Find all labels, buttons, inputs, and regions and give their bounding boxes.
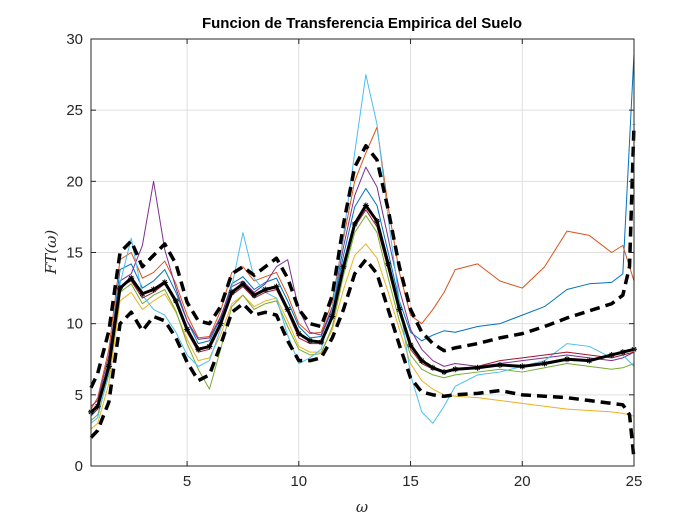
x-tick-label: 20 <box>514 473 531 490</box>
mean-marker <box>217 320 224 327</box>
mean-marker <box>374 218 381 225</box>
ticks: 5 10 15 20 25 0 5 10 15 20 25 30 <box>66 31 642 490</box>
chart-title: Funcion de Transferencia Empirica del Su… <box>202 15 522 32</box>
mean-marker <box>429 364 436 371</box>
mean-marker <box>496 361 503 368</box>
mean-marker <box>619 349 626 356</box>
bounds-layer <box>89 124 636 460</box>
mean-marker <box>195 346 202 353</box>
mean-marker <box>139 290 146 297</box>
mean-marker <box>586 357 593 364</box>
mean-marker <box>351 221 358 228</box>
series-line-2 <box>90 126 635 410</box>
x-tick-label: 15 <box>402 473 419 490</box>
series-line-3 <box>90 243 635 430</box>
y-tick-label: 0 <box>75 458 83 475</box>
mean-marker <box>206 343 213 350</box>
upper-bound-line <box>89 124 636 389</box>
series-line-5 <box>90 214 635 421</box>
y-tick-label: 5 <box>75 387 83 404</box>
mean-marker <box>519 363 526 370</box>
y-axis-label: FT(ω) <box>42 230 60 275</box>
mean-marker <box>150 286 157 293</box>
mean-marker <box>239 280 246 287</box>
mean-marker <box>362 202 369 209</box>
mean-marker <box>251 292 258 299</box>
mean-marker <box>184 326 191 333</box>
mean-marker <box>329 313 336 320</box>
mean-marker <box>318 339 325 346</box>
mean-marker <box>306 337 313 344</box>
y-tick-label: 10 <box>66 316 83 333</box>
lower-bound-line <box>89 257 636 460</box>
series-layer <box>90 53 635 430</box>
mean-marker <box>262 286 269 293</box>
mean-marker <box>474 364 481 371</box>
y-tick-label: 25 <box>66 102 83 119</box>
x-tick-label: 10 <box>290 473 307 490</box>
mean-marker <box>161 279 168 286</box>
mean-layer <box>88 202 637 415</box>
mean-marker <box>441 369 448 376</box>
mean-marker <box>105 363 112 370</box>
x-tick-label: 25 <box>626 473 643 490</box>
mean-marker <box>385 260 392 267</box>
mean-marker <box>228 289 235 296</box>
y-tick-label: 15 <box>66 245 83 262</box>
mean-marker <box>284 306 291 313</box>
x-tick-label: 5 <box>183 473 191 490</box>
mean-marker <box>563 356 570 363</box>
mean-marker <box>273 283 280 290</box>
mean-marker <box>295 330 302 337</box>
y-tick-label: 20 <box>66 173 83 190</box>
mean-marker <box>418 357 425 364</box>
mean-marker <box>117 285 124 292</box>
mean-marker <box>128 275 135 282</box>
mean-marker <box>541 360 548 367</box>
mean-marker <box>407 342 414 349</box>
x-axis-label: ω <box>356 498 368 516</box>
series-line-6 <box>90 74 635 424</box>
y-tick-label: 30 <box>66 31 83 48</box>
mean-marker <box>172 297 179 304</box>
mean-marker <box>396 306 403 313</box>
mean-marker <box>340 263 347 270</box>
series-line-1 <box>90 53 635 417</box>
mean-marker <box>608 351 615 358</box>
mean-marker <box>94 403 101 410</box>
mean-marker <box>452 366 459 373</box>
